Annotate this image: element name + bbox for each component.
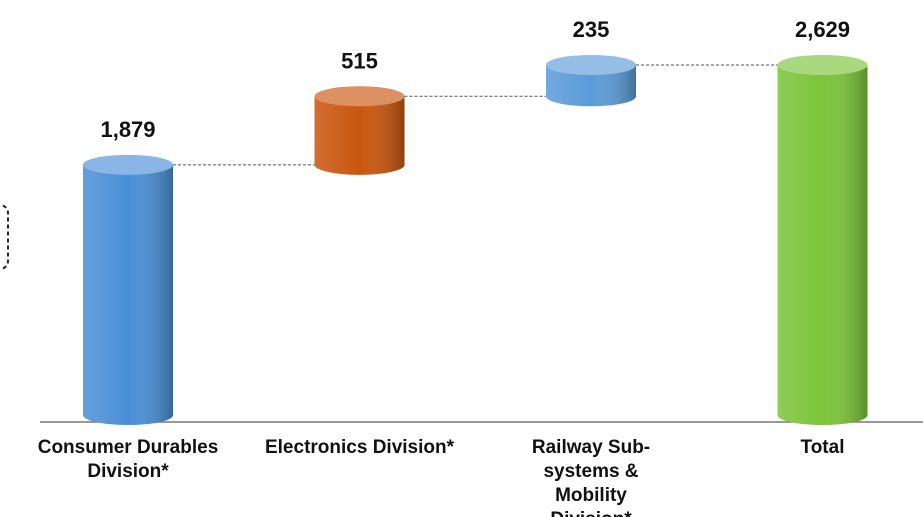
cylinder-top-highlight	[83, 154, 173, 175]
bar-shade	[83, 164, 173, 415]
value-label: 1,879	[100, 117, 155, 142]
cylinder-top-highlight	[314, 86, 405, 107]
cylinder-top-highlight	[777, 55, 868, 75]
cylinder-top	[546, 55, 636, 75]
bar-shade	[777, 65, 868, 415]
category-label: Electronics Division*	[264, 437, 454, 458]
cylinder-top-highlight	[546, 55, 636, 75]
cylinder-top	[777, 55, 868, 75]
cylinder-top	[314, 86, 405, 107]
category-label: Railway Sub-systems & Mobility Division*	[531, 437, 651, 517]
value-label: 2,629	[795, 17, 850, 42]
category-label: Total	[800, 437, 845, 458]
value-label: 235	[573, 17, 610, 42]
decoration	[0, 204, 9, 270]
category-label: Consumer Durables Division*	[37, 437, 219, 482]
bar-shade	[314, 96, 405, 165]
cylinder-top	[83, 154, 173, 175]
value-label: 515	[341, 48, 378, 73]
